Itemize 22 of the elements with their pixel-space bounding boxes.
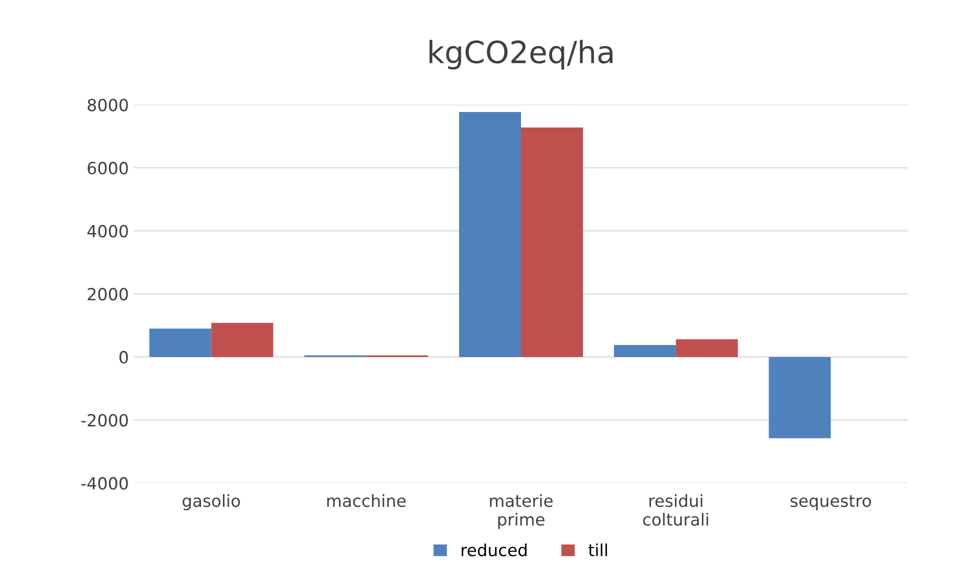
bar — [614, 344, 676, 357]
y-tick-label: 4000 — [87, 224, 128, 238]
legend-label: till — [588, 543, 607, 556]
x-tick-label: materie prime — [490, 494, 553, 529]
legend-label: reduced — [462, 543, 527, 556]
y-tick-label: 6000 — [88, 162, 128, 174]
y-tick-label: -4000 — [81, 477, 128, 490]
y-tick-label: 8000 — [88, 98, 128, 112]
x-tick-label: macchine — [327, 494, 406, 508]
bar — [459, 112, 522, 357]
bar — [149, 328, 212, 357]
bar — [768, 356, 831, 438]
chart-title: kgCO2eq/ha — [430, 40, 612, 70]
y-tick-label: 2000 — [88, 288, 128, 300]
bar — [211, 322, 274, 357]
y-tick-label: -2000 — [81, 414, 128, 427]
x-tick-label: sequestro — [790, 495, 871, 510]
y-tick-label: 0 — [119, 350, 128, 364]
x-tick-label: residui colturali — [643, 494, 708, 526]
bar — [521, 127, 583, 357]
bar — [676, 339, 738, 357]
x-tick-label: gasolio — [182, 494, 240, 510]
